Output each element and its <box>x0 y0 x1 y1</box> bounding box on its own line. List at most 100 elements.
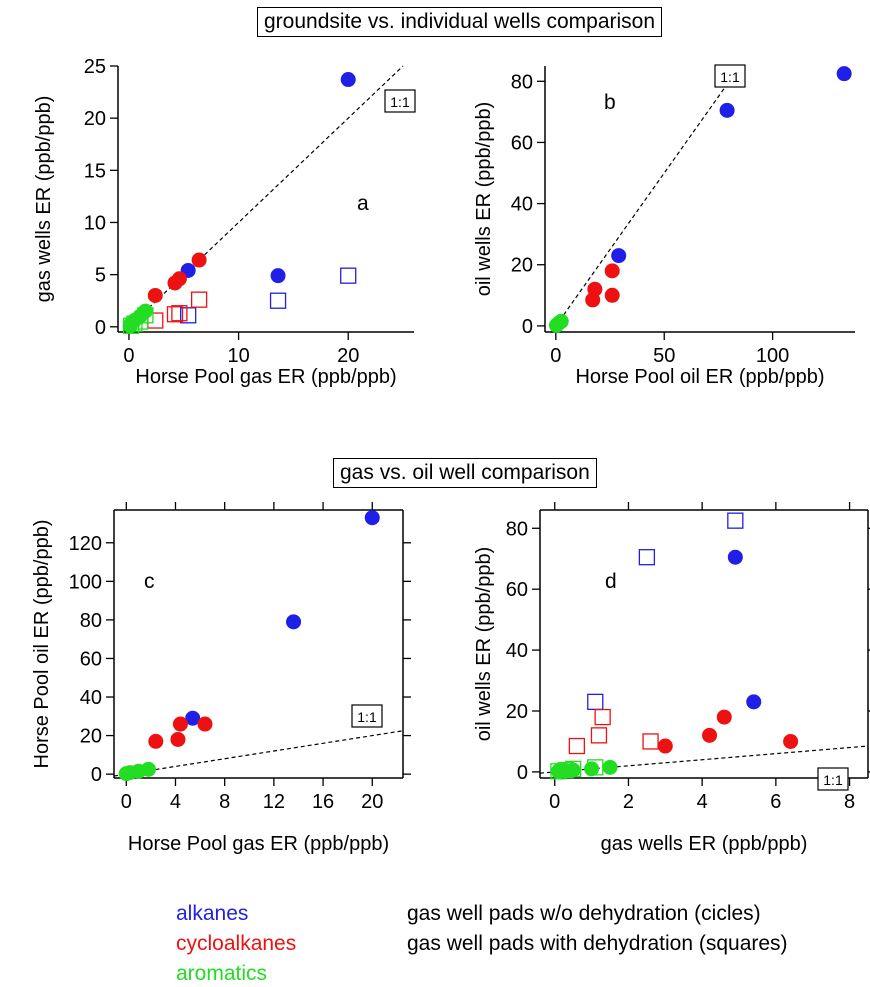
chart-panel-c: 1:1 0 4 8 12 16 20 0 20 40 60 80 100 120 Horse Pool ga… <box>31 502 411 855</box>
y-tick-label: 80 <box>511 71 533 93</box>
y-tick-label: 120 <box>69 533 102 555</box>
legend-alkanes: alkanes <box>176 902 249 925</box>
y-tick-label: 20 <box>511 255 533 277</box>
y-tick-label: 20 <box>80 726 102 748</box>
alkanes-square-point <box>638 549 656 566</box>
one-to-one-line <box>551 65 741 333</box>
alkanes-square-point <box>180 307 197 324</box>
x-tick-label: 6 <box>770 791 781 813</box>
cycloalkanes-square-point <box>594 708 611 726</box>
cycloalkanes-circle-point <box>604 263 620 279</box>
alkanes-circle-point <box>340 72 356 88</box>
one-to-one-line <box>539 745 869 774</box>
y-tick-label: 40 <box>80 687 102 709</box>
one-to-one-label-box <box>817 767 849 791</box>
x-tick-label: 12 <box>263 791 285 813</box>
alkanes-circle-point <box>727 549 743 565</box>
cycloalkanes-circle-point <box>191 252 207 268</box>
x-tick-label: 100 <box>756 345 789 367</box>
y-tick-label: 0 <box>95 317 106 339</box>
cycloalkanes-circle-point <box>197 716 213 732</box>
x-tick-label: 16 <box>312 791 334 813</box>
legend-aromatics: aromatics <box>176 962 268 985</box>
alkanes-square-point <box>340 267 357 284</box>
x-tick-label: 0 <box>121 791 132 813</box>
x-axis-title: Horse Pool gas ER (ppb/ppb) <box>135 366 396 388</box>
y-tick-label: 0 <box>517 762 528 784</box>
cycloalkanes-circle-point <box>716 709 732 725</box>
cycloalkanes-circle-point <box>172 716 188 732</box>
one-to-one-label-box <box>351 704 383 728</box>
panel-label: c <box>144 570 155 593</box>
bottom-section-title: gas vs. oil well comparison <box>333 458 597 488</box>
x-tick-label: 8 <box>219 791 230 813</box>
x-tick-label: 0 <box>549 791 560 813</box>
y-tick-label: 60 <box>80 648 102 670</box>
y-tick-label: 40 <box>511 194 533 216</box>
x-tick-label: 0 <box>123 345 134 367</box>
x-tick-label: 0 <box>550 345 561 367</box>
cycloalkanes-square-point <box>642 733 659 750</box>
chart-panel-a: 1:1 0 10 20 0 5 10 15 20 25 Horse Pool gas ER (ppb… <box>33 56 416 388</box>
y-axis-title: gas wells ER (ppb/ppb) <box>33 96 55 303</box>
x-tick-label: 4 <box>170 791 181 813</box>
alkanes-circle-point <box>611 248 627 264</box>
aromatics-circle-point <box>118 766 134 782</box>
alkanes-circle-point <box>364 510 380 526</box>
one-to-one-label-box <box>714 64 746 88</box>
y-tick-label: 100 <box>69 571 102 593</box>
x-tick-label: 4 <box>697 791 708 813</box>
alkanes-square-point <box>727 512 744 529</box>
y-tick-label: 5 <box>95 265 106 287</box>
top-section-title: groundsite vs. individual wells comparis… <box>257 7 663 37</box>
legend-squares-note: gas well pads with dehydration (squares) <box>407 932 788 955</box>
panel-label: d <box>605 570 617 593</box>
y-axis-title: oil wells ER (ppb/ppb) <box>473 547 495 742</box>
aromatics-circle-point <box>548 317 564 333</box>
cycloalkanes-circle-point <box>702 727 718 743</box>
y-tick-label: 20 <box>84 108 106 130</box>
x-axis-title: Horse Pool gas ER (ppb/ppb) <box>128 833 389 855</box>
y-tick-label: 25 <box>84 56 106 78</box>
y-tick-label: 10 <box>84 212 106 234</box>
panel-label: a <box>357 192 369 215</box>
one-to-one-label: 1:1 <box>390 94 410 110</box>
one-to-one-label: 1:1 <box>823 772 843 788</box>
y-tick-label: 80 <box>80 610 102 632</box>
cycloalkanes-circle-point <box>167 275 183 291</box>
x-tick-label: 50 <box>653 345 675 367</box>
y-axis-title: Horse Pool oil ER (ppb/ppb) <box>31 519 53 768</box>
y-tick-label: 20 <box>506 701 528 723</box>
y-tick-label: 60 <box>511 132 533 154</box>
aromatics-circle-point <box>584 761 600 777</box>
cycloalkanes-circle-point <box>585 292 601 308</box>
x-tick-label: 20 <box>361 791 383 813</box>
alkanes-square-point <box>587 693 604 711</box>
aromatics-circle-point <box>550 763 566 779</box>
cycloalkanes-square-point <box>166 306 184 323</box>
x-tick-label: 20 <box>337 345 359 367</box>
y-tick-label: 15 <box>84 160 106 182</box>
alkanes-circle-point <box>270 268 286 284</box>
aromatics-circle-point <box>122 318 138 334</box>
cycloalkanes-circle-point <box>657 738 673 754</box>
aromatics-circle-point <box>602 759 618 775</box>
y-tick-label: 60 <box>506 579 528 601</box>
cycloalkanes-circle-point <box>783 733 799 749</box>
panel-label: b <box>604 91 616 114</box>
one-to-one-label: 1:1 <box>720 69 740 85</box>
x-tick-label: 2 <box>623 791 634 813</box>
one-to-one-label: 1:1 <box>357 709 377 725</box>
alkanes-circle-point <box>746 694 762 710</box>
x-tick-label: 8 <box>844 791 855 813</box>
alkanes-circle-point <box>185 710 201 726</box>
alkanes-circle-point <box>719 102 735 118</box>
cycloalkanes-square-point <box>590 727 608 744</box>
y-tick-label: 80 <box>506 518 528 540</box>
x-axis-title: Horse Pool oil ER (ppb/ppb) <box>575 366 824 388</box>
cycloalkanes-circle-point <box>147 287 163 303</box>
y-tick-label: 0 <box>91 764 102 786</box>
x-tick-label: 10 <box>227 345 249 367</box>
